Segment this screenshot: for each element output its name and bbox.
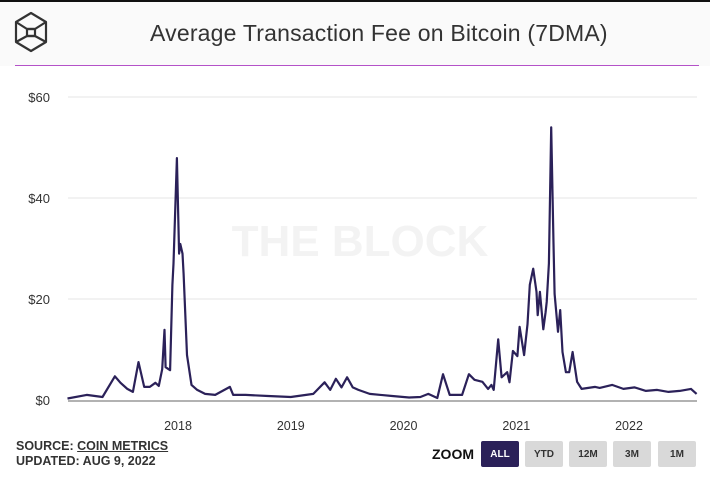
zoom-1m-button[interactable]: 1M (658, 441, 696, 467)
zoom-ytd-button[interactable]: YTD (525, 441, 563, 467)
zoom-3m-button[interactable]: 3M (613, 441, 651, 467)
source-link[interactable]: COIN METRICS (77, 439, 169, 453)
y-tick-label: $60 (28, 90, 50, 105)
x-tick-label: 2019 (277, 419, 305, 432)
y-tick-label: $20 (28, 292, 50, 307)
y-tick-label: $0 (36, 393, 50, 408)
zoom-12m-button[interactable]: 12M (569, 441, 607, 467)
fee-series-line (67, 126, 698, 400)
chart-title: Average Transaction Fee on Bitcoin (7DMA… (150, 20, 608, 46)
chart-header: Average Transaction Fee on Bitcoin (7DMA… (0, 2, 710, 66)
x-tick-label: 2021 (502, 419, 530, 432)
zoom-all-button[interactable]: ALL (481, 441, 519, 467)
updated-date: UPDATED: AUG 9, 2022 (16, 454, 156, 468)
zoom-label: ZOOM (432, 446, 474, 462)
watermark: THE BLOCK (232, 217, 489, 266)
x-tick-label: 2022 (615, 419, 643, 432)
x-tick-label: 2018 (164, 419, 192, 432)
the-block-cube-icon (14, 11, 48, 53)
source-info: SOURCE: COIN METRICS UPDATED: AUG 9, 202… (16, 439, 168, 469)
source-label: SOURCE: (16, 439, 74, 453)
y-tick-label: $40 (28, 191, 50, 206)
title-divider (15, 65, 699, 66)
line-chart: THE BLOCK $0 $20 $40 $60 2018 2019 2020 2021 2022 (28, 90, 698, 432)
x-tick-label: 2020 (390, 419, 418, 432)
